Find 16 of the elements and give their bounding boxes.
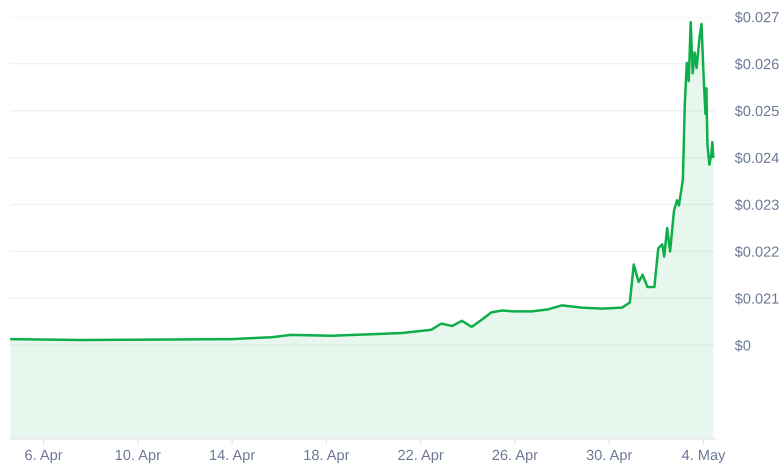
y-tick-label: $0.024 (734, 152, 779, 164)
y-tick-label: $0.027 (734, 11, 779, 24)
y-tick-label: $0.022 (734, 246, 779, 258)
x-tick-label: 14. Apr (210, 450, 255, 463)
x-tick-label: 4. May (682, 450, 726, 463)
y-tick-label: $0 (734, 340, 750, 352)
y-tick-label: $0.026 (734, 58, 779, 70)
y-tick-label: $0.025 (734, 105, 779, 118)
y-tick-label: $0.023 (734, 198, 779, 211)
x-tick-label: 10. Apr (116, 450, 161, 463)
x-tick-label: 18. Apr (304, 450, 350, 463)
x-tick-label: 30. Apr (586, 450, 632, 463)
y-tick-label: $0.021 (734, 292, 779, 305)
x-tick-label: 6. Apr (25, 450, 62, 463)
x-tick-label: 26. Apr (492, 450, 538, 463)
x-tick-label: 22. Apr (398, 450, 444, 463)
